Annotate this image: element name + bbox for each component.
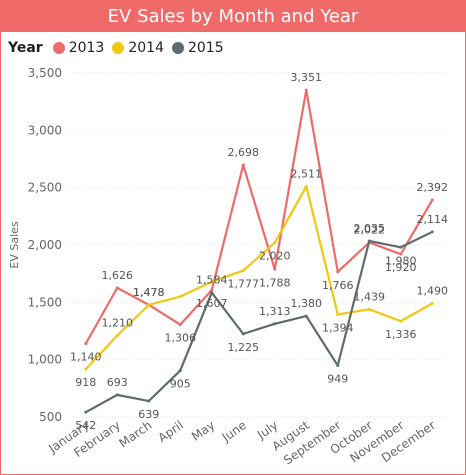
data-label-2015: 1,225 <box>228 341 260 354</box>
data-point-2015 <box>399 245 403 249</box>
data-label-2014: 2,020 <box>259 250 291 263</box>
y-tick-label: 1,000 <box>28 353 62 367</box>
data-point-2013 <box>178 323 182 327</box>
data-point-2015 <box>210 291 214 295</box>
data-point-2014 <box>178 295 182 299</box>
data-label-2013: 2,698 <box>228 146 260 159</box>
data-point-2013 <box>210 288 214 292</box>
legend-label-2015: 2015 <box>187 40 224 56</box>
data-label-2014: 1,490 <box>417 284 449 297</box>
data-point-2014 <box>115 334 119 338</box>
data-point-2015 <box>241 332 245 336</box>
data-label-2014: 1,336 <box>385 328 417 341</box>
data-point-2013 <box>84 342 88 346</box>
y-tick-label: 1,500 <box>28 295 62 309</box>
data-label-2015: 2,114 <box>417 213 449 226</box>
data-point-2015 <box>178 369 182 373</box>
data-point-2014 <box>241 269 245 273</box>
data-point-2013 <box>399 252 403 256</box>
data-point-2013 <box>241 163 245 167</box>
legend-item-2013[interactable]: 2013 <box>52 40 105 56</box>
legend-title: Year <box>8 40 43 56</box>
data-point-2015 <box>147 399 151 403</box>
data-label-2014: 1,394 <box>322 321 354 334</box>
data-label-2015: 693 <box>107 376 128 389</box>
y-tick-label: 3,500 <box>28 66 62 80</box>
y-tick-label: 500 <box>39 410 62 424</box>
data-label-2013: 1,626 <box>102 269 134 282</box>
x-tick-label: May <box>189 418 217 444</box>
legend-label-2013: 2013 <box>68 40 105 56</box>
data-point-2014 <box>430 301 434 305</box>
legend-label-2014: 2014 <box>128 40 164 56</box>
legend-item-2015[interactable]: 2015 <box>171 40 224 56</box>
data-label-2014: 1,777 <box>228 278 260 291</box>
data-label-2015: 542 <box>75 419 96 432</box>
data-point-2015 <box>273 322 277 326</box>
data-point-2015 <box>115 393 119 397</box>
data-point-2013 <box>336 270 340 274</box>
data-label-2015: 949 <box>327 373 348 386</box>
data-label-2013: 1,306 <box>165 332 197 345</box>
data-label-2013: 1,140 <box>70 351 102 364</box>
data-label-2013: 2,392 <box>417 181 449 194</box>
data-point-2014 <box>210 280 214 284</box>
data-point-2015 <box>84 410 88 414</box>
data-point-2014 <box>273 241 277 245</box>
series-line-2015 <box>85 230 433 414</box>
data-point-2014 <box>84 367 88 371</box>
series-line-2013 <box>84 88 434 345</box>
y-tick-label: 3,000 <box>28 123 62 137</box>
data-point-2015 <box>367 239 371 243</box>
data-label-2015: 1,980 <box>385 254 417 267</box>
legend-dot-2015 <box>171 42 184 54</box>
data-point-2013 <box>304 88 308 92</box>
data-label-2013: 1,478 <box>133 286 165 299</box>
data-label-2014: 918 <box>75 376 96 389</box>
legend-dot-2013 <box>52 42 65 54</box>
data-label-2015: 2,035 <box>354 222 386 235</box>
data-label-2015: 1,380 <box>291 297 323 310</box>
y-axis-title: EV Sales <box>8 221 21 269</box>
data-point-2013 <box>430 198 434 202</box>
x-tick-label: March <box>116 418 154 450</box>
data-point-2013 <box>273 267 277 271</box>
data-point-2014 <box>147 303 151 307</box>
data-label-2013: 3,351 <box>291 71 323 84</box>
x-tick-label: June <box>219 418 249 445</box>
data-label-2014: 1,478 <box>133 286 165 299</box>
data-point-2014 <box>304 184 308 188</box>
data-label-2013: 1,920 <box>385 261 417 274</box>
data-label-2013: 1,766 <box>322 279 354 292</box>
data-label-2013: 2,022 <box>354 223 386 236</box>
x-tick-label: April <box>155 418 186 445</box>
data-label-2013: 1,607 <box>196 297 228 310</box>
legend: Year 2013 2014 2015 <box>8 38 232 58</box>
data-point-2014 <box>399 319 403 323</box>
legend-item-2014[interactable]: 2014 <box>112 40 164 56</box>
data-label-2013: 1,788 <box>259 276 291 289</box>
data-point-2015 <box>304 314 308 318</box>
data-point-2014 <box>367 307 371 311</box>
data-label-2014: 1,210 <box>102 317 134 330</box>
data-label-2014: 2,511 <box>291 167 323 180</box>
data-point-2014 <box>336 312 340 316</box>
data-label-2015: 639 <box>138 408 159 421</box>
data-label-2015: 1,313 <box>259 305 291 318</box>
data-label-2015: 1,584 <box>196 274 228 287</box>
legend-dot-2014 <box>112 42 125 54</box>
data-point-2015 <box>336 364 340 368</box>
data-label-2014: 1,439 <box>354 290 386 303</box>
y-tick-label: 2,500 <box>28 181 62 195</box>
y-tick-label: 2,000 <box>28 238 62 252</box>
series-line-2014 <box>84 185 433 370</box>
data-point-2015 <box>430 230 434 234</box>
data-point-2013 <box>115 286 119 290</box>
chart-title: EV Sales by Month and Year <box>1 1 465 32</box>
data-label-2015: 905 <box>170 378 191 391</box>
